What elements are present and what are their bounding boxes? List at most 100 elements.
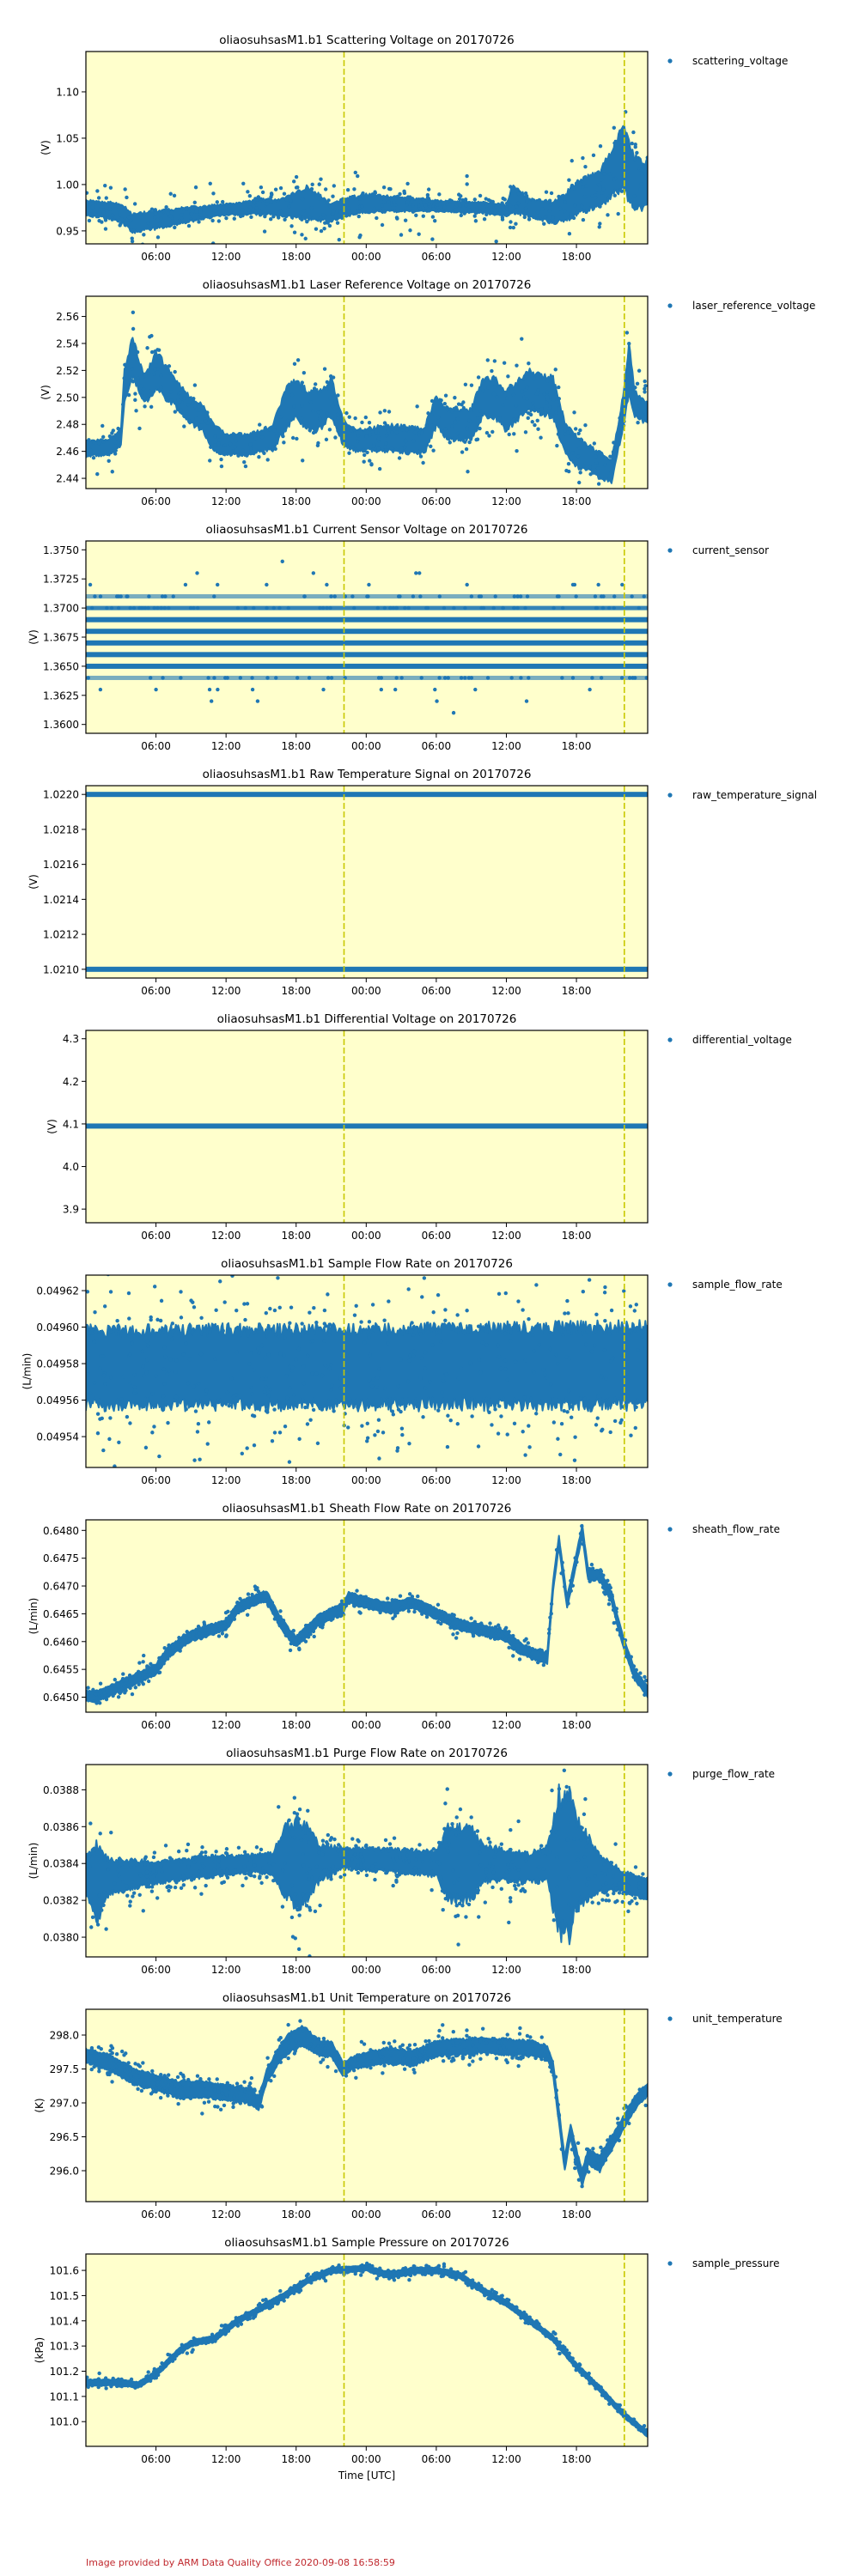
data-point <box>322 367 327 371</box>
data-point <box>294 1358 298 1363</box>
data-point <box>544 1649 549 1654</box>
data-point <box>187 1637 192 1642</box>
data-point <box>176 2093 180 2097</box>
data-point <box>511 225 515 230</box>
data-point <box>401 2266 405 2271</box>
data-point <box>522 1889 527 1894</box>
data-point <box>484 2040 489 2045</box>
data-point <box>471 2059 475 2063</box>
data-point <box>257 1351 261 1355</box>
data-point <box>319 228 324 234</box>
data-point <box>504 201 509 206</box>
data-point <box>545 398 550 402</box>
data-point <box>425 195 430 200</box>
data-point <box>423 1386 428 1390</box>
data-point <box>218 2329 222 2333</box>
x-tick-label: 06:00 <box>141 985 171 997</box>
data-point <box>455 416 460 421</box>
data-point <box>141 1909 145 1913</box>
data-point <box>557 2113 562 2117</box>
data-point <box>617 2138 622 2143</box>
data-point <box>207 2339 211 2343</box>
data-point <box>430 237 435 241</box>
x-tick-label: 12:00 <box>211 985 241 997</box>
data-point <box>160 2360 164 2366</box>
data-point <box>449 2269 454 2274</box>
data-point <box>548 203 553 207</box>
series-differential_voltage <box>86 1123 648 1129</box>
data-point <box>355 1856 360 1860</box>
data-point <box>128 1352 132 1357</box>
data-point <box>505 1377 510 1382</box>
data-point <box>125 195 129 200</box>
data-point <box>278 185 283 191</box>
data-point <box>277 2295 282 2300</box>
data-point <box>125 1414 130 1419</box>
data-point <box>95 1412 101 1416</box>
data-point <box>200 1845 204 1850</box>
data-point <box>477 1358 481 1362</box>
data-point <box>295 2044 300 2049</box>
data-point <box>374 1868 379 1873</box>
data-point <box>519 2055 523 2060</box>
data-point <box>437 2052 442 2057</box>
data-point <box>382 2063 387 2068</box>
data-point <box>206 1420 211 1425</box>
data-point <box>197 220 201 224</box>
data-point <box>375 2276 380 2281</box>
chart-title: oliaosuhsasM1.b1 Laser Reference Voltage… <box>203 278 532 292</box>
data-point <box>246 2317 250 2322</box>
data-point <box>288 1386 292 1390</box>
data-point <box>103 1382 108 1387</box>
legend-marker <box>667 1527 673 1532</box>
data-point <box>497 208 503 212</box>
data-point <box>138 2384 143 2388</box>
data-point <box>538 1648 542 1652</box>
data-point <box>639 182 644 186</box>
data-point <box>567 178 571 182</box>
data-point <box>222 2103 227 2108</box>
data-point <box>553 2075 558 2079</box>
data-point <box>149 1317 153 1322</box>
data-point <box>367 1335 371 1340</box>
data-point <box>306 1877 311 1881</box>
data-point <box>501 196 505 201</box>
data-point <box>381 1431 386 1435</box>
y-tick-label: 0.6480 <box>43 1525 79 1537</box>
data-point <box>99 2381 103 2385</box>
data-point <box>135 358 139 362</box>
data-point <box>212 211 216 216</box>
data-point <box>521 211 527 216</box>
data-point <box>586 1876 591 1880</box>
data-point <box>172 193 177 198</box>
data-point <box>454 408 459 412</box>
data-point <box>508 1896 513 1900</box>
data-point <box>369 1384 375 1388</box>
data-point <box>507 1637 511 1641</box>
data-point <box>324 1324 328 1328</box>
data-point <box>565 1599 570 1603</box>
data-point <box>326 221 330 225</box>
x-tick-label: 00:00 <box>351 985 381 997</box>
data-point <box>417 2053 423 2057</box>
data-point <box>414 1857 418 1862</box>
data-point <box>125 1678 129 1682</box>
data-point <box>522 1394 527 1400</box>
data-point <box>446 1850 450 1854</box>
data-point <box>387 2041 392 2045</box>
data-point <box>280 1905 285 1909</box>
data-point <box>645 1370 648 1376</box>
data-point <box>197 408 201 412</box>
data-point <box>162 1381 167 1386</box>
data-point <box>525 2033 530 2038</box>
data-point <box>430 215 436 219</box>
data-point <box>101 1448 106 1453</box>
data-point <box>412 1609 417 1614</box>
data-point <box>497 211 502 216</box>
data-point <box>465 2028 469 2032</box>
data-point <box>390 430 394 434</box>
data-point <box>329 2271 333 2276</box>
data-point <box>337 237 342 242</box>
data-point <box>285 1395 289 1400</box>
data-point <box>309 186 314 191</box>
